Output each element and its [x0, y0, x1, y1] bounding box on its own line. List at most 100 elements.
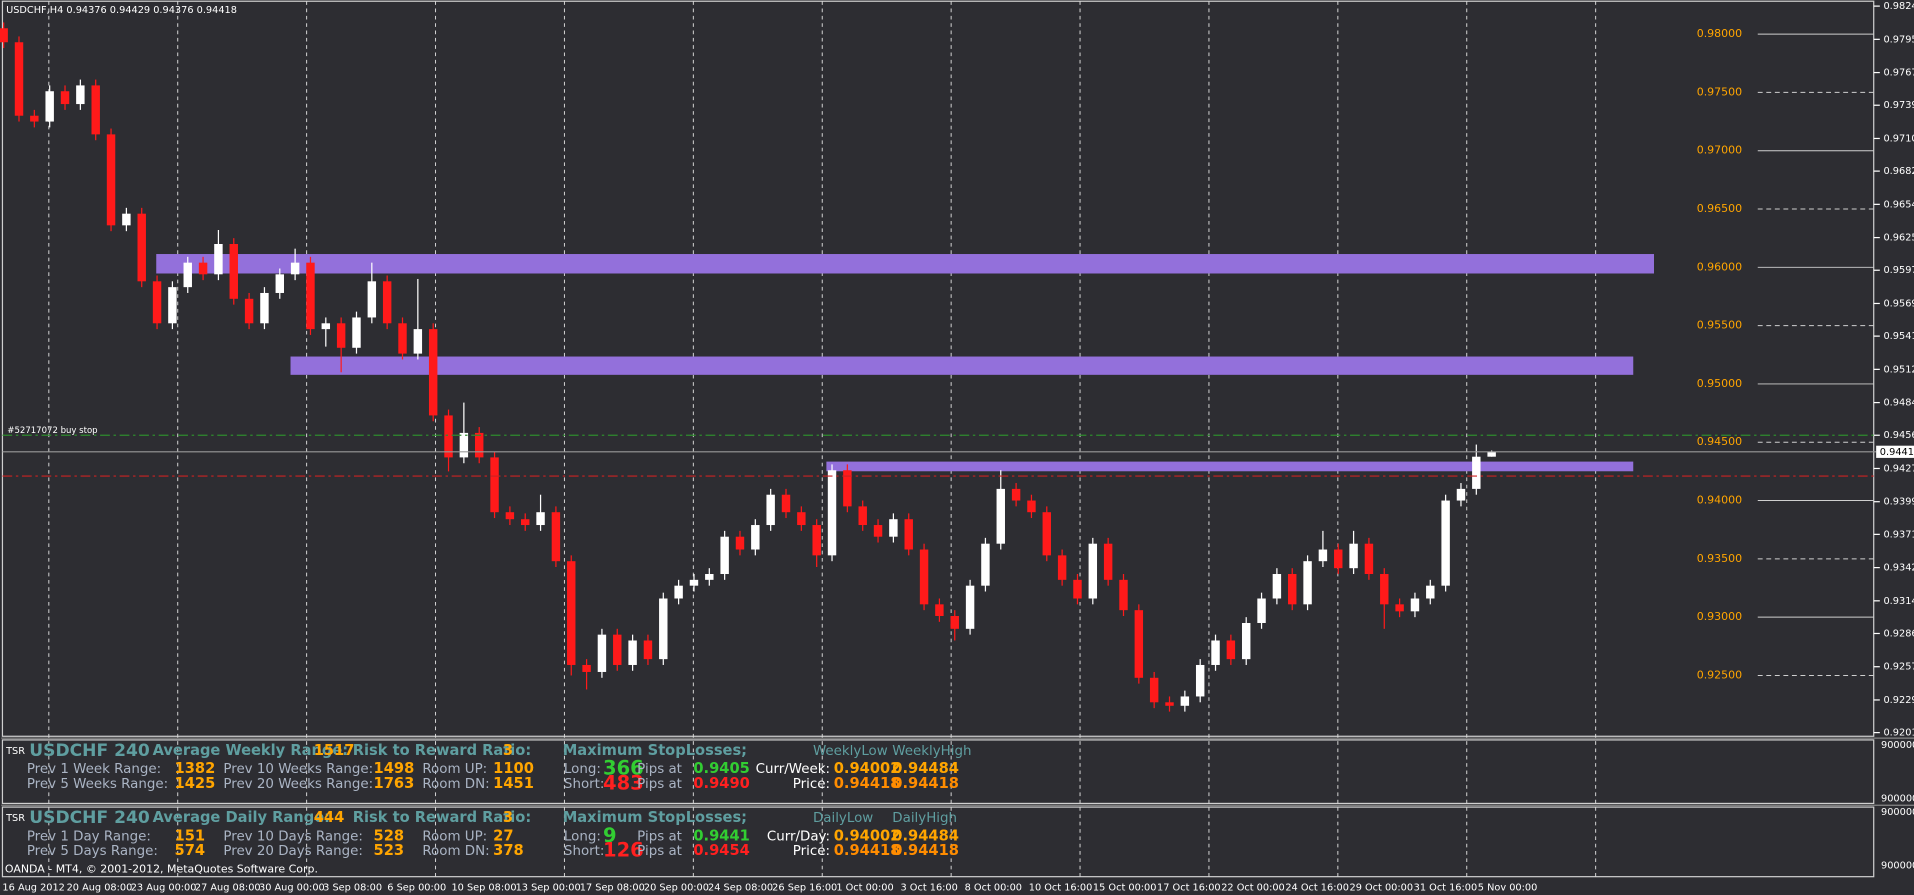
candle-body: [474, 432, 484, 458]
candle-body: [505, 512, 515, 520]
candle-body: [413, 329, 423, 354]
panel-text: 523: [374, 842, 405, 859]
zones: [156, 254, 1654, 472]
panel-text: Maximum StopLosses;: [563, 809, 747, 826]
candle-body: [1073, 579, 1082, 599]
candle-body: [367, 281, 377, 318]
y-tick-label: 0.93425: [1883, 563, 1914, 574]
candle-body: [735, 536, 745, 550]
x-tick-label: 5 Nov 00:00: [1478, 883, 1538, 894]
panel-axis-label: 900000: [1881, 740, 1914, 751]
y-tick-label: 0.95125: [1883, 364, 1914, 375]
candle-body: [889, 519, 898, 537]
panel-text: Curr/Day:: [767, 829, 830, 844]
level-label: 0.96000: [1697, 260, 1742, 273]
y-tick-label: 0.95975: [1883, 265, 1914, 276]
panel-text: 0.9441: [693, 827, 749, 844]
candle-body: [919, 549, 929, 605]
candle-body: [428, 329, 438, 416]
candle-body: [751, 525, 760, 550]
candle-body: [904, 519, 913, 550]
candle-body: [1042, 512, 1052, 556]
candle-body: [996, 488, 1005, 544]
panel-text: Long:: [564, 829, 601, 844]
candle-body: [705, 574, 714, 580]
panel-text: 483: [603, 771, 644, 794]
candle-body: [659, 598, 668, 660]
panel-text: WeeklyLow: [813, 744, 888, 759]
candle-body: [1426, 585, 1435, 599]
y-tick-label: 0.94275: [1883, 463, 1914, 474]
candle-body: [1487, 451, 1496, 457]
panel-frame: [1, 806, 1875, 878]
overlay: 0.98000 0.97500 0.97000 0.96500 0.96000 0.955…: [2, 27, 1877, 681]
x-tick-label: 17 Sep 08:00: [580, 883, 645, 894]
x-tick-label: 29 Oct 00:00: [1350, 883, 1414, 894]
panel-text: 0.9490: [693, 775, 749, 792]
candle-body: [1303, 561, 1312, 605]
buy-stop-label: #52717072 buy stop: [7, 426, 97, 436]
candle-body: [981, 543, 990, 586]
panel-text: Pips at: [637, 777, 682, 792]
panel-text: USDCHF 240: [29, 808, 150, 828]
panel-text: Price:: [793, 777, 830, 792]
candle-body: [1180, 696, 1190, 706]
footer: OANDA - MT4, © 2001-2012, MetaQuotes Sof…: [5, 862, 318, 875]
x-tick-label: 17 Oct 16:00: [1157, 883, 1221, 894]
panel-text: Room DN:: [422, 777, 489, 792]
candle-body: [674, 585, 683, 599]
x-tick-label: 31 Oct 16:00: [1414, 883, 1478, 894]
panel-text: 27: [493, 827, 513, 844]
candle-body: [797, 512, 806, 526]
candle-body: [444, 415, 453, 458]
candle-body: [352, 317, 361, 348]
x-tick-label: 1 Oct 00:00: [836, 883, 893, 894]
candle-body: [567, 561, 576, 665]
panel-text: Prev 20 Days Range:: [223, 844, 363, 859]
panel-text: 0.94418: [834, 775, 901, 792]
zone: [156, 254, 1654, 274]
y-tick-label: 0.95690: [1883, 298, 1914, 309]
level-label: 0.96500: [1697, 202, 1742, 215]
panel-text: 378: [493, 842, 524, 859]
x-tick-label: 10 Oct 16:00: [1029, 883, 1093, 894]
panel-text: Risk to Reward Ratio:: [353, 809, 531, 826]
panel-text: 1763: [374, 775, 415, 792]
level-label: 0.93000: [1697, 610, 1742, 623]
panel-text: Average Weekly Range:: [153, 742, 349, 759]
candle-body: [168, 287, 177, 324]
candle-body: [1088, 543, 1098, 599]
candle-body: [781, 494, 791, 513]
panel-text: Risk to Reward Ratio:: [353, 742, 531, 759]
candle-body: [1257, 598, 1266, 623]
panel-text: 3: [503, 809, 513, 826]
candle-body: [873, 525, 883, 537]
y-tick-label: 0.93710: [1883, 529, 1914, 540]
panel-text: 1425: [175, 775, 216, 792]
candle-body: [106, 134, 116, 226]
candle-body: [30, 115, 39, 122]
candle-body: [935, 604, 944, 616]
candle-body: [45, 91, 54, 122]
panel-text: Long:: [564, 762, 601, 777]
bid-label: 0.94418: [1880, 447, 1914, 458]
candle-body: [858, 506, 867, 526]
candle-body: [597, 634, 607, 672]
y-tick-label: 0.98240: [1883, 1, 1914, 12]
candle-body: [613, 634, 622, 665]
y-tick-label: 0.97390: [1883, 100, 1914, 111]
panel-text: 9: [603, 824, 617, 847]
candle-body: [1441, 500, 1450, 586]
panel-text: USDCHF 240: [29, 741, 150, 761]
candle-body: [1395, 604, 1404, 612]
x-tick-label: 10 Sep 08:00: [451, 883, 516, 894]
candle-body: [1241, 622, 1251, 660]
panel-text: 1498: [374, 760, 415, 777]
candle-body: [766, 494, 775, 526]
panel-text: Room DN:: [422, 844, 489, 859]
x-tick-label: 20 Sep 00:00: [644, 883, 709, 894]
panel-text: Room UP:: [422, 762, 487, 777]
panel-text: Prev 10 Days Range:: [223, 829, 363, 844]
panel-text: 3: [503, 742, 513, 759]
